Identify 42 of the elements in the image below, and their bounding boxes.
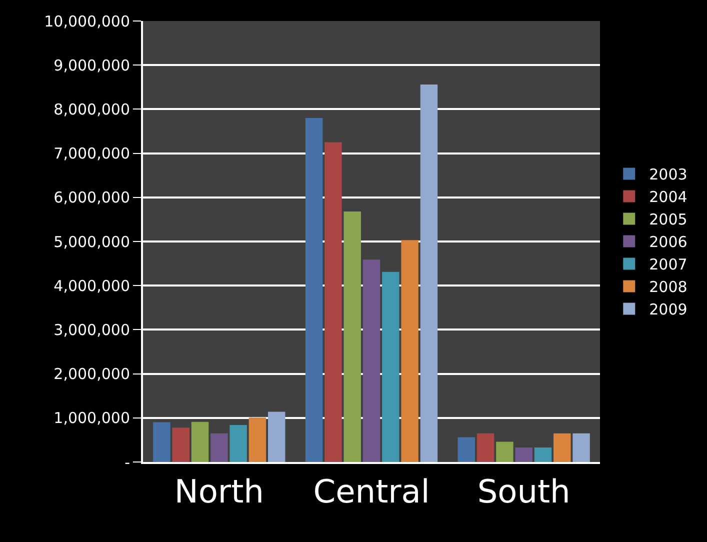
bar	[458, 437, 475, 462]
bar	[476, 433, 494, 462]
legend-label: 2004	[649, 188, 688, 206]
y-tick-label: -	[124, 453, 130, 472]
y-tick-label: 6,000,000	[54, 188, 130, 207]
bar	[191, 422, 209, 462]
y-tick-label: 9,000,000	[54, 56, 130, 74]
bar	[324, 142, 342, 462]
bar	[572, 433, 590, 462]
legend-label: 2006	[649, 233, 688, 252]
x-tick-label: North	[174, 472, 264, 510]
bar	[534, 447, 552, 462]
bar	[554, 433, 571, 462]
x-tick-label: South	[477, 472, 570, 510]
y-tick-label: 8,000,000	[54, 100, 130, 118]
legend-label: 2005	[649, 210, 688, 229]
y-tick-label: 5,000,000	[54, 232, 130, 251]
bar	[382, 272, 400, 462]
y-tick-label: 4,000,000	[54, 276, 130, 295]
legend-label: 2009	[649, 300, 688, 319]
x-tick-label: Central	[313, 472, 430, 510]
bar	[496, 442, 514, 462]
legend-label: 2007	[649, 256, 688, 274]
bar	[362, 260, 380, 462]
bar	[230, 424, 247, 462]
bar	[248, 417, 266, 462]
legend-label: 2008	[649, 278, 688, 296]
y-tick-label: 2,000,000	[54, 365, 130, 384]
y-tick-label: 3,000,000	[54, 320, 130, 339]
bar	[515, 447, 532, 462]
bar	[172, 428, 190, 462]
y-tick-label: 10,000,000	[44, 12, 130, 30]
y-tick-label: 7,000,000	[54, 144, 130, 163]
y-tick-label: 1,000,000	[54, 409, 130, 428]
bar	[344, 212, 361, 462]
bar	[420, 84, 438, 462]
bar	[210, 433, 228, 462]
bar	[268, 412, 286, 462]
bar	[153, 422, 170, 462]
bar	[401, 240, 418, 462]
bar	[305, 118, 323, 462]
legend-label: 2003	[649, 166, 688, 184]
